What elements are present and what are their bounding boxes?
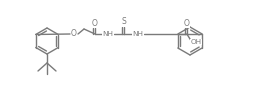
- Text: O: O: [71, 29, 77, 38]
- Text: O: O: [184, 18, 190, 27]
- Text: NH: NH: [133, 31, 144, 37]
- Text: NH: NH: [103, 31, 114, 37]
- Text: OH: OH: [190, 39, 201, 45]
- Text: S: S: [122, 17, 126, 26]
- Text: O: O: [92, 18, 98, 27]
